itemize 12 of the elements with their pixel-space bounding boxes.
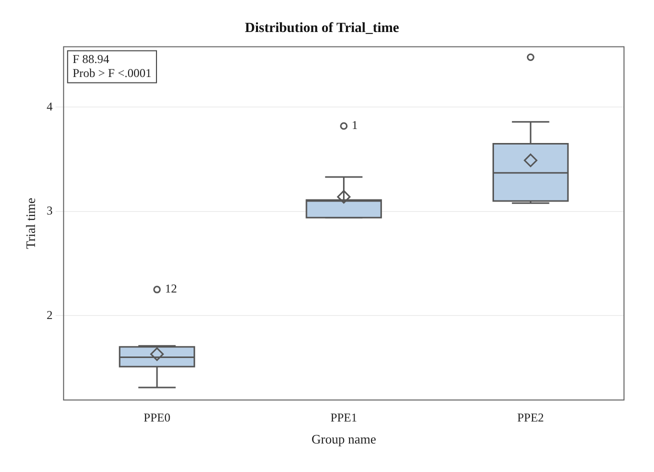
- annotation: 12: [165, 282, 177, 296]
- x-tick-label: PPE0: [144, 410, 170, 424]
- y-tick-label: 3: [46, 204, 53, 218]
- y-tick-label: 2: [46, 308, 53, 322]
- y-axis-title: Trial time: [23, 198, 38, 249]
- annotation: 1: [352, 118, 358, 132]
- x-axis-title: Group name: [311, 432, 376, 447]
- y-tick-label: 4: [46, 99, 53, 114]
- x-tick-label: PPE1: [330, 410, 358, 424]
- x-tick-label: PPE2: [517, 410, 544, 424]
- chart-title: Distribution of Trial_time: [244, 21, 400, 36]
- annotation: F 88.94 Prob > F <.0001: [72, 52, 152, 80]
